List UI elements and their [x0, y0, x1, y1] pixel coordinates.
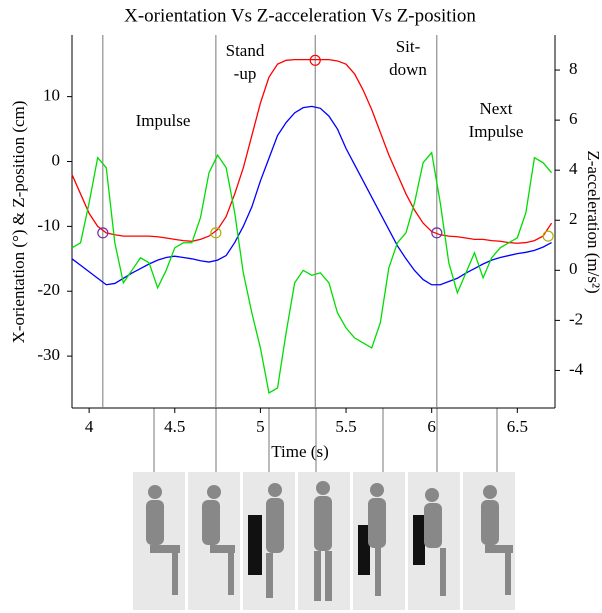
annotation: Impulse — [136, 111, 191, 130]
event-marker — [97, 227, 109, 239]
annotation: down — [389, 60, 427, 79]
x-tick-label: 6.5 — [507, 417, 528, 436]
series-line — [71, 59, 553, 244]
event-marker — [210, 227, 222, 239]
y2-tick-label: 8 — [569, 59, 578, 78]
chart-title: X-orientation Vs Z-acceleration Vs Z-pos… — [124, 5, 476, 26]
series-line — [71, 151, 553, 395]
annotation: Next — [479, 99, 512, 118]
y2-tick-label: 0 — [569, 259, 578, 278]
x-tick-label: 4 — [85, 417, 94, 436]
y-tick-label: -20 — [37, 280, 60, 299]
y-tick-label: 10 — [43, 86, 60, 105]
series-line — [71, 105, 552, 286]
y2-tick-label: -4 — [569, 359, 584, 378]
annotation: Impulse — [469, 122, 524, 141]
y2-tick-label: -2 — [569, 309, 583, 328]
y2-tick-label: 4 — [569, 159, 578, 178]
pose-images — [133, 472, 515, 610]
event-marker — [431, 227, 443, 239]
y2-tick-label: 6 — [569, 109, 578, 128]
y-tick-label: -10 — [37, 215, 60, 234]
x-tick-label: 6 — [427, 417, 436, 436]
leader-lines — [153, 408, 498, 472]
x-axis-label: Time (s) — [271, 442, 328, 461]
annotation: Stand — [226, 41, 265, 60]
y2-axis-label: Z-acceleration (m/s²) — [584, 150, 602, 293]
annotation: -up — [234, 64, 257, 83]
annotation: Sit- — [396, 37, 421, 56]
y-tick-label: -30 — [37, 345, 60, 364]
event-marker — [309, 54, 321, 66]
x-tick-label: 4.5 — [164, 417, 185, 436]
y2-tick-label: 2 — [569, 209, 578, 228]
x-tick-label: 5 — [256, 417, 265, 436]
y-tick-label: 0 — [52, 150, 61, 169]
event-marker — [542, 230, 554, 242]
y-axis-label: X-orientation (°) & Z-position (cm) — [9, 101, 28, 344]
x-tick-label: 5.5 — [335, 417, 356, 436]
